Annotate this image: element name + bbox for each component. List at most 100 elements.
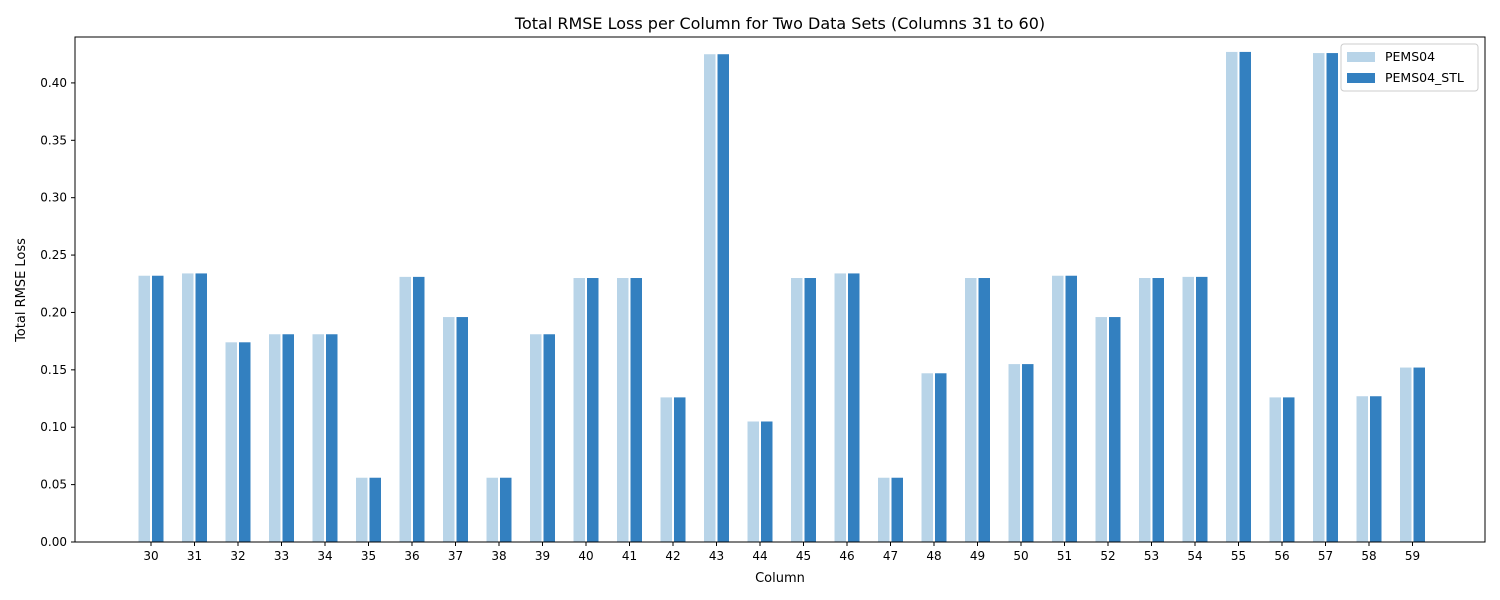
x-tick-label: 46 xyxy=(839,549,854,563)
bar-pems04-stl-51 xyxy=(1065,275,1077,542)
bar-pems04-33 xyxy=(269,334,281,542)
bar-pems04-stl-37 xyxy=(456,317,468,542)
plot-frame xyxy=(74,36,1486,543)
bars-group xyxy=(138,51,1425,543)
bar-pems04-stl-43 xyxy=(717,54,729,542)
bar-pems04-stl-56 xyxy=(1283,397,1295,542)
bar-pems04-32 xyxy=(225,342,237,542)
bar-pems04-stl-39 xyxy=(543,334,555,542)
x-tick-label: 36 xyxy=(404,549,419,563)
bar-pems04-stl-53 xyxy=(1152,278,1164,542)
bar-pems04-stl-52 xyxy=(1109,317,1121,542)
bar-pems04-49 xyxy=(965,278,977,542)
x-tick-label: 54 xyxy=(1187,549,1202,563)
legend-label-pems04: PEMS04 xyxy=(1385,49,1435,64)
x-axis-label: Column xyxy=(755,571,805,586)
bar-pems04-stl-31 xyxy=(195,273,207,542)
bar-pems04-41 xyxy=(617,278,629,542)
bar-pems04-stl-42 xyxy=(674,397,686,542)
x-tick-label: 42 xyxy=(665,549,680,563)
bar-pems04-36 xyxy=(399,276,411,543)
bar-pems04-39 xyxy=(530,334,542,542)
bar-pems04-stl-55 xyxy=(1239,51,1251,543)
bar-pems04-31 xyxy=(182,273,194,542)
bar-pems04-stl-33 xyxy=(282,334,294,542)
bar-pems04-45 xyxy=(791,278,803,542)
x-tick-label: 44 xyxy=(752,549,767,563)
x-tick-label: 31 xyxy=(187,549,202,563)
bar-pems04-54 xyxy=(1182,276,1194,543)
y-tick-label: 0.20 xyxy=(40,305,67,319)
bar-pems04-stl-34 xyxy=(326,334,338,542)
bar-pems04-stl-59 xyxy=(1413,367,1425,542)
bar-pems04-44 xyxy=(747,421,759,542)
x-tick-label: 57 xyxy=(1318,549,1333,563)
bar-pems04-43 xyxy=(704,54,716,542)
x-tick-label: 55 xyxy=(1231,549,1246,563)
x-tick-label: 39 xyxy=(535,549,550,563)
bar-pems04-stl-40 xyxy=(587,278,599,542)
bar-pems04-stl-32 xyxy=(239,342,251,542)
bar-pems04-stl-50 xyxy=(1022,364,1034,542)
x-tick-label: 48 xyxy=(926,549,941,563)
bar-pems04-stl-36 xyxy=(413,276,425,543)
x-tick-label: 45 xyxy=(796,549,811,563)
bar-pems04-58 xyxy=(1356,396,1368,542)
bar-pems04-stl-44 xyxy=(761,421,773,542)
x-tick-label: 34 xyxy=(317,549,332,563)
bar-pems04-37 xyxy=(443,317,455,542)
bar-pems04-50 xyxy=(1008,364,1020,542)
bar-pems04-stl-41 xyxy=(630,278,642,542)
bar-pems04-stl-30 xyxy=(152,275,164,542)
x-tick-label: 56 xyxy=(1274,549,1289,563)
chart-title: Total RMSE Loss per Column for Two Data … xyxy=(514,14,1045,33)
bar-pems04-stl-38 xyxy=(500,477,512,542)
bar-pems04-stl-45 xyxy=(804,278,816,542)
bar-pems04-38 xyxy=(486,477,498,542)
x-tick-label: 35 xyxy=(361,549,376,563)
bar-pems04-stl-35 xyxy=(369,477,381,542)
bar-pems04-30 xyxy=(138,275,150,542)
y-axis-label: Total RMSE Loss xyxy=(14,238,29,343)
bar-pems04-52 xyxy=(1095,317,1107,542)
y-tick-label: 0.05 xyxy=(40,478,67,492)
bar-pems04-46 xyxy=(834,273,846,542)
bar-pems04-stl-48 xyxy=(935,373,947,542)
bar-pems04-40 xyxy=(573,278,585,542)
bar-pems04-35 xyxy=(356,477,368,542)
y-axis-ticks: 0.00 0.05 0.10 0.15 0.20 0.25 0.30 0.35 0.40 xyxy=(40,76,75,549)
x-tick-label: 43 xyxy=(709,549,724,563)
y-tick-label: 0.40 xyxy=(40,76,67,90)
x-tick-label: 30 xyxy=(143,549,158,563)
y-tick-label: 0.00 xyxy=(40,535,67,549)
x-tick-label: 53 xyxy=(1144,549,1159,563)
bar-pems04-47 xyxy=(878,477,890,542)
x-tick-label: 47 xyxy=(883,549,898,563)
x-tick-label: 37 xyxy=(448,549,463,563)
y-tick-label: 0.25 xyxy=(40,248,67,262)
bar-pems04-stl-54 xyxy=(1196,276,1208,543)
y-tick-label: 0.35 xyxy=(40,133,67,147)
y-tick-label: 0.15 xyxy=(40,363,67,377)
x-tick-label: 52 xyxy=(1100,549,1115,563)
bar-pems04-stl-57 xyxy=(1326,53,1338,542)
bar-pems04-53 xyxy=(1139,278,1151,542)
x-tick-label: 41 xyxy=(622,549,637,563)
x-tick-label: 50 xyxy=(1013,549,1028,563)
x-tick-label: 38 xyxy=(491,549,506,563)
x-tick-label: 33 xyxy=(274,549,289,563)
y-tick-label: 0.10 xyxy=(40,420,67,434)
y-tick-label: 0.30 xyxy=(40,191,67,205)
bar-pems04-stl-47 xyxy=(891,477,903,542)
legend: PEMS04 PEMS04_STL xyxy=(1340,43,1479,92)
bar-pems04-stl-58 xyxy=(1370,396,1382,542)
legend-swatch-pems04-stl xyxy=(1347,73,1375,83)
legend-box xyxy=(1340,43,1479,92)
bar-pems04-57 xyxy=(1313,53,1325,542)
x-tick-label: 51 xyxy=(1057,549,1072,563)
bar-pems04-59 xyxy=(1400,367,1412,542)
x-tick-label: 49 xyxy=(970,549,985,563)
bar-pems04-42 xyxy=(660,397,672,542)
bar-pems04-56 xyxy=(1269,397,1281,542)
